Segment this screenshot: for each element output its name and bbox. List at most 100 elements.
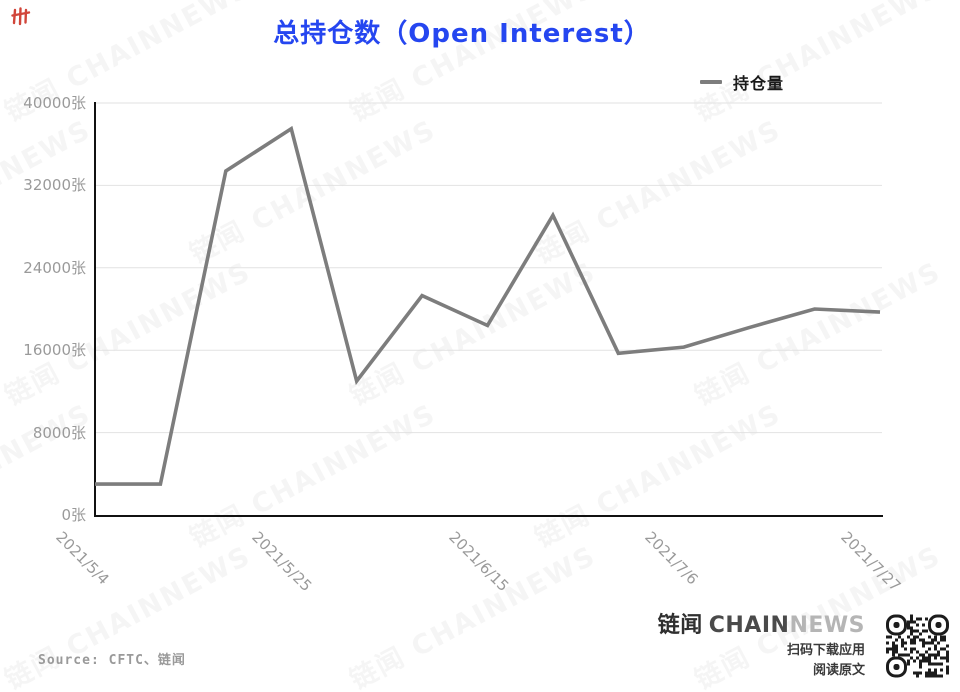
qr-module [907, 653, 910, 657]
qr-module [940, 668, 943, 672]
qr-module [922, 653, 925, 657]
qr-module [922, 623, 925, 627]
qr-module [916, 656, 919, 660]
qr-module [934, 653, 937, 657]
source-note: Source: CFTC、链闻 [38, 653, 186, 668]
qr-module [940, 647, 943, 651]
qr-finder-dot [935, 622, 942, 628]
qr-module [934, 644, 937, 648]
qr-module [910, 617, 913, 621]
qr-module [946, 659, 949, 663]
qr-finder-dot [893, 664, 900, 670]
qr-module [925, 674, 928, 678]
qr-module [925, 629, 928, 633]
qr-module [931, 674, 934, 678]
qr-module [928, 662, 931, 666]
qr-module [928, 671, 931, 675]
qr-module [934, 671, 937, 675]
qr-module [907, 626, 910, 630]
qr-module [946, 665, 949, 669]
qr-module [940, 662, 943, 666]
qr-module [886, 647, 889, 651]
qr-module [919, 665, 922, 669]
qr-module [919, 659, 922, 663]
qr-module [889, 635, 892, 639]
qr-module [916, 650, 919, 654]
qr-module [928, 641, 931, 645]
qr-module [931, 653, 934, 657]
legend-label: 持仓量 [733, 74, 785, 93]
qr-module [928, 656, 931, 660]
qr-module [910, 638, 913, 642]
qr-code [886, 614, 949, 678]
qr-module [919, 653, 922, 657]
qr-module [901, 653, 904, 657]
y-tick-label: 32000张 [23, 176, 86, 195]
qr-module [910, 629, 913, 633]
qr-module [898, 653, 901, 657]
page-title: 总持仓数（Open Interest） [273, 19, 651, 49]
brand-corner-icon [11, 6, 31, 28]
red-strokes-icon [11, 7, 31, 26]
qr-module [931, 662, 934, 666]
qr-module [910, 641, 913, 645]
qr-module [928, 635, 931, 639]
qr-module [910, 632, 913, 636]
qr-module [910, 656, 913, 660]
qr-module [913, 638, 916, 642]
qr-module [904, 647, 907, 651]
qr-module [934, 674, 937, 678]
qr-module [907, 662, 910, 666]
qr-module [898, 635, 901, 639]
qr-module [913, 641, 916, 645]
qr-module [928, 668, 931, 672]
qr-module [907, 620, 910, 624]
qr-module [937, 641, 940, 645]
qr-module [934, 635, 937, 639]
qr-module [922, 641, 925, 645]
qr-module [913, 659, 916, 663]
qr-module [922, 629, 925, 633]
qr-module [913, 635, 916, 639]
qr-module [943, 635, 946, 639]
logo-cn-text: 链闻 [657, 613, 703, 638]
y-tick-label: 0张 [61, 506, 86, 524]
qr-module [919, 662, 922, 666]
qr-module [925, 659, 928, 663]
qr-module [901, 641, 904, 645]
qr-module [934, 638, 937, 642]
qr-module [922, 659, 925, 663]
series-line-open-interest [95, 125, 881, 486]
qr-module [925, 656, 928, 660]
qr-module [922, 656, 925, 660]
y-tick-label: 16000张 [23, 341, 86, 360]
qr-module [931, 638, 934, 642]
y-tick-label: 24000张 [23, 258, 86, 277]
qr-module [934, 668, 937, 672]
logo-chain-text: CHAIN [708, 613, 790, 638]
qr-module [928, 647, 931, 651]
y-tick-label: 40000张 [23, 94, 86, 112]
qr-module [895, 644, 898, 648]
chainnews-logo: 链闻 CHAINNEWS [658, 613, 865, 639]
qr-module [895, 638, 898, 642]
qr-module [946, 671, 949, 675]
qr-module [916, 674, 919, 678]
qr-module [889, 647, 892, 651]
qr-module [886, 641, 889, 645]
qr-module [925, 641, 928, 645]
qr-module [946, 656, 949, 660]
qr-module [904, 653, 907, 657]
qr-module [916, 629, 919, 633]
qr-module [934, 662, 937, 666]
qr-caption-readmore: 阅读原文 [812, 663, 865, 678]
qr-finder-dot [893, 622, 900, 628]
qr-module [919, 638, 922, 642]
qr-finder-ring [928, 614, 949, 636]
qr-module [901, 638, 904, 642]
qr-module [916, 635, 919, 639]
qr-module [907, 623, 910, 627]
qr-module [943, 656, 946, 660]
qr-module [895, 647, 898, 651]
